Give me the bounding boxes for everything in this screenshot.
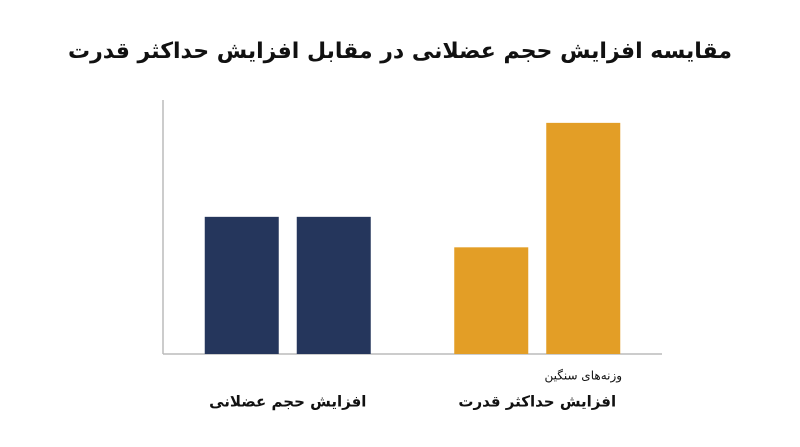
bar <box>454 247 529 354</box>
x-tick-label: افزایش حجم عضلانی <box>209 393 366 411</box>
bar <box>546 122 621 354</box>
x-tick-label: افزایش حداکثر قدرت <box>458 393 616 411</box>
annotation: وزنه‌های سنگین <box>544 369 622 384</box>
bar <box>204 216 279 354</box>
bar <box>296 216 371 354</box>
chart-title: مقایسه افزایش حجم عضلانی در مقابل افزایش… <box>68 39 732 64</box>
